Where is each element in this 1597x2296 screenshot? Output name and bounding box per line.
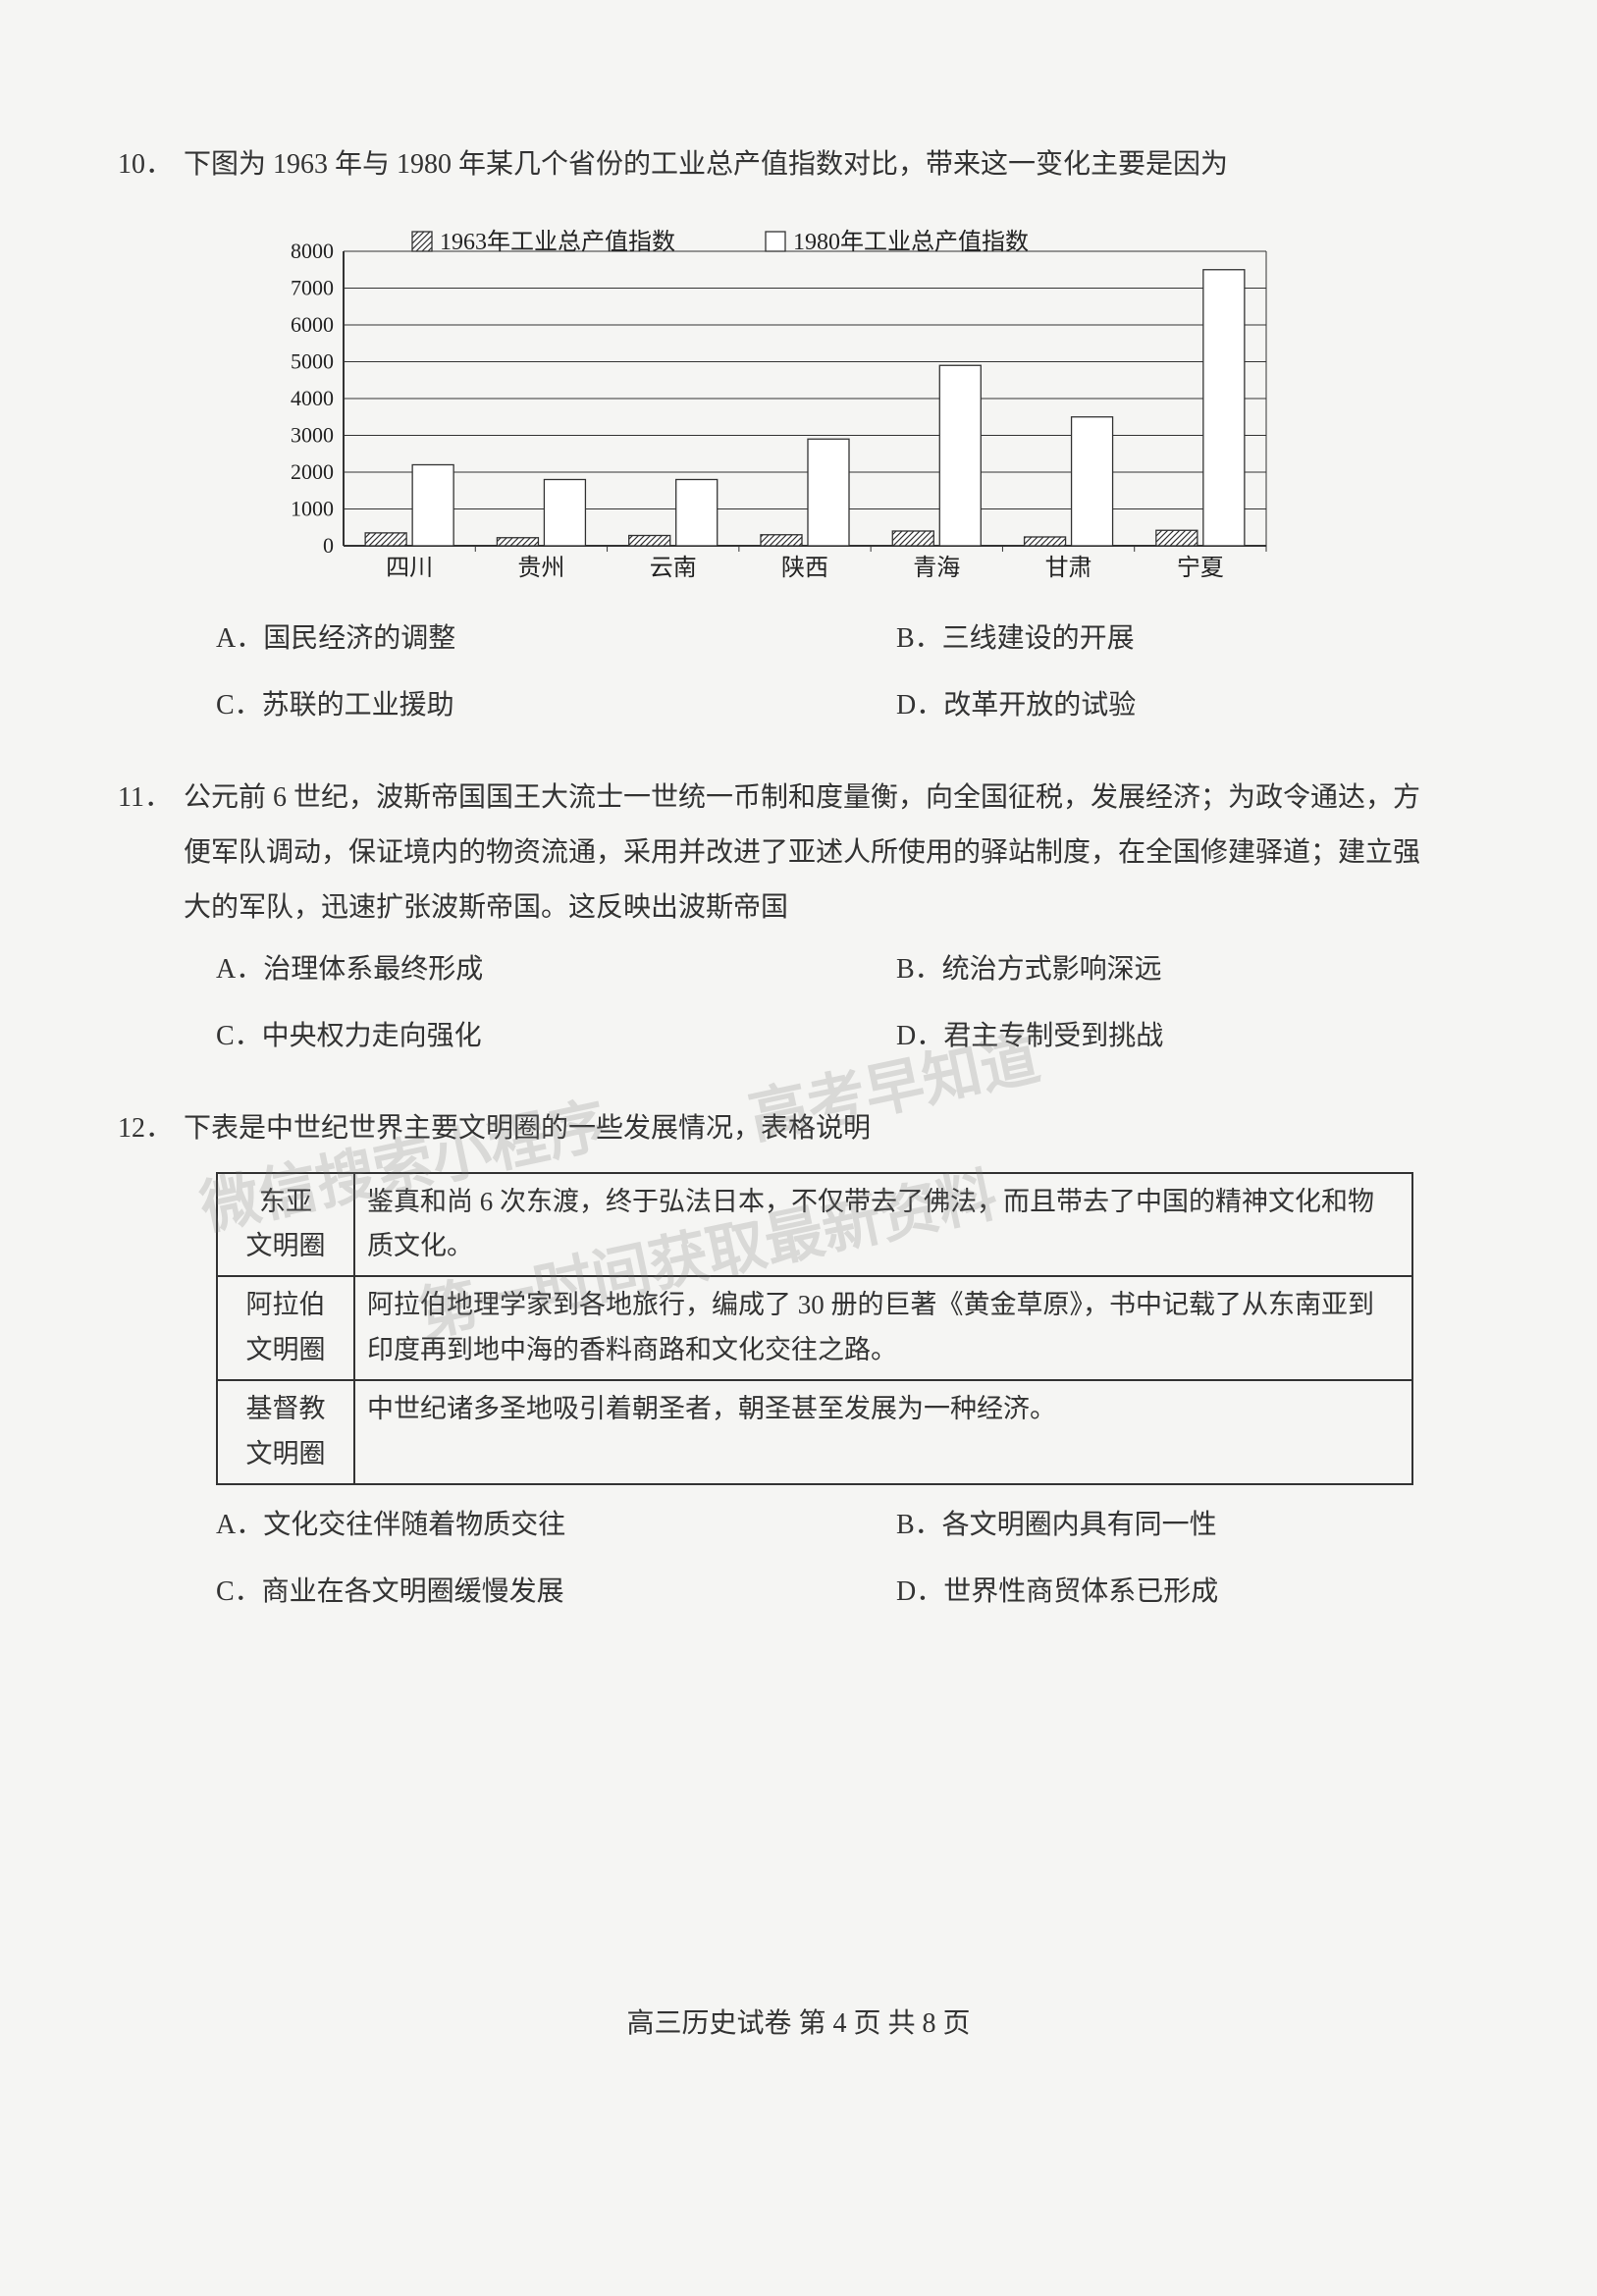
svg-text:宁夏: 宁夏 — [1177, 555, 1224, 581]
q12-option-c: C．商业在各文明圈缓慢发展 — [216, 1568, 896, 1617]
page-footer: 高三历史试卷 第 4 页 共 8 页 — [0, 2002, 1597, 2041]
table-row: 东亚文明圈鉴真和尚 6 次东渡，终于弘法日本，不仅带去了佛法，而且带去了中国的精… — [217, 1173, 1412, 1277]
svg-text:云南: 云南 — [650, 555, 697, 581]
q10-number: 10． — [118, 137, 177, 192]
civ-desc: 中世纪诸多圣地吸引着朝圣者，朝圣甚至发展为一种经济。 — [354, 1380, 1412, 1484]
svg-text:8000: 8000 — [291, 239, 334, 263]
civ-name: 基督教文明圈 — [217, 1380, 354, 1484]
bar-chart-svg: 0 1000 2000 3000 4000 5000 6000 7000 8000 四川 贵州 云南 陕… — [255, 212, 1286, 595]
question-12: 12． 下表是中世纪世界主要文明圈的一些发展情况，表格说明 东亚文明圈鉴真和尚 … — [118, 1101, 1479, 1618]
civ-desc: 阿拉伯地理学家到各地旅行，编成了 30 册的巨著《黄金草原》，书中记载了从东南亚… — [354, 1276, 1412, 1380]
svg-text:1000: 1000 — [291, 497, 334, 521]
civ-name: 阿拉伯文明圈 — [217, 1276, 354, 1380]
q12-option-d: D．世界性商贸体系已形成 — [896, 1568, 1479, 1617]
svg-text:3000: 3000 — [291, 423, 334, 448]
svg-text:5000: 5000 — [291, 349, 334, 374]
civilization-table: 东亚文明圈鉴真和尚 6 次东渡，终于弘法日本，不仅带去了佛法，而且带去了中国的精… — [216, 1172, 1413, 1485]
q12-option-a: A．文化交往伴随着物质交往 — [216, 1501, 896, 1550]
q12-table: 东亚文明圈鉴真和尚 6 次东渡，终于弘法日本，不仅带去了佛法，而且带去了中国的精… — [216, 1172, 1413, 1485]
svg-text:青海: 青海 — [913, 555, 960, 581]
svg-text:1980年工业总产值指数: 1980年工业总产值指数 — [793, 229, 1029, 255]
svg-text:7000: 7000 — [291, 276, 334, 300]
q10-options: A．国民经济的调整 B．三线建设的开展 C．苏联的工业援助 D．改革开放的试验 — [216, 614, 1479, 731]
q12-options: A．文化交往伴随着物质交往 B．各文明圈内具有同一性 C．商业在各文明圈缓慢发展… — [216, 1501, 1479, 1618]
page-content: 10． 下图为 1963 年与 1980 年某几个省份的工业总产值指数对比，带来… — [0, 0, 1597, 1735]
svg-text:4000: 4000 — [291, 386, 334, 410]
question-11: 11． 公元前 6 世纪，波斯帝国国王大流士一世统一币制和度量衡，向全国征税，发… — [118, 771, 1479, 1062]
q11-text: 公元前 6 世纪，波斯帝国国王大流士一世统一币制和度量衡，向全国征税，发展经济；… — [184, 771, 1440, 935]
q12-number: 12． — [118, 1101, 177, 1156]
svg-text:贵州: 贵州 — [517, 555, 564, 581]
civ-name: 东亚文明圈 — [217, 1173, 354, 1277]
q10-chart: 0 1000 2000 3000 4000 5000 6000 7000 8000 四川 贵州 云南 陕… — [255, 212, 1286, 595]
svg-text:1963年工业总产值指数: 1963年工业总产值指数 — [440, 229, 675, 255]
svg-text:陕西: 陕西 — [781, 555, 828, 581]
q11-option-c: C．中央权力走向强化 — [216, 1012, 896, 1061]
q10-option-d: D．改革开放的试验 — [896, 681, 1479, 730]
q11-number: 11． — [118, 771, 177, 826]
q11-option-a: A．治理体系最终形成 — [216, 945, 896, 994]
q12-option-b: B．各文明圈内具有同一性 — [896, 1501, 1479, 1550]
q10-option-b: B．三线建设的开展 — [896, 614, 1479, 664]
q11-options: A．治理体系最终形成 B．统治方式影响深远 C．中央权力走向强化 D．君主专制受… — [216, 945, 1479, 1062]
svg-text:四川: 四川 — [386, 556, 433, 581]
q11-option-b: B．统治方式影响深远 — [896, 945, 1479, 994]
question-10: 10． 下图为 1963 年与 1980 年某几个省份的工业总产值指数对比，带来… — [118, 137, 1479, 731]
svg-text:6000: 6000 — [291, 312, 334, 337]
q12-text: 下表是中世纪世界主要文明圈的一些发展情况，表格说明 — [184, 1101, 1440, 1156]
civ-desc: 鉴真和尚 6 次东渡，终于弘法日本，不仅带去了佛法，而且带去了中国的精神文化和物… — [354, 1173, 1412, 1277]
svg-text:2000: 2000 — [291, 459, 334, 484]
svg-text:甘肃: 甘肃 — [1045, 555, 1092, 581]
table-row: 阿拉伯文明圈阿拉伯地理学家到各地旅行，编成了 30 册的巨著《黄金草原》，书中记… — [217, 1276, 1412, 1380]
q11-option-d: D．君主专制受到挑战 — [896, 1012, 1479, 1061]
q10-option-c: C．苏联的工业援助 — [216, 681, 896, 730]
table-row: 基督教文明圈中世纪诸多圣地吸引着朝圣者，朝圣甚至发展为一种经济。 — [217, 1380, 1412, 1484]
q10-option-a: A．国民经济的调整 — [216, 614, 896, 664]
q10-text: 下图为 1963 年与 1980 年某几个省份的工业总产值指数对比，带来这一变化… — [184, 137, 1440, 192]
svg-text:0: 0 — [323, 533, 334, 558]
